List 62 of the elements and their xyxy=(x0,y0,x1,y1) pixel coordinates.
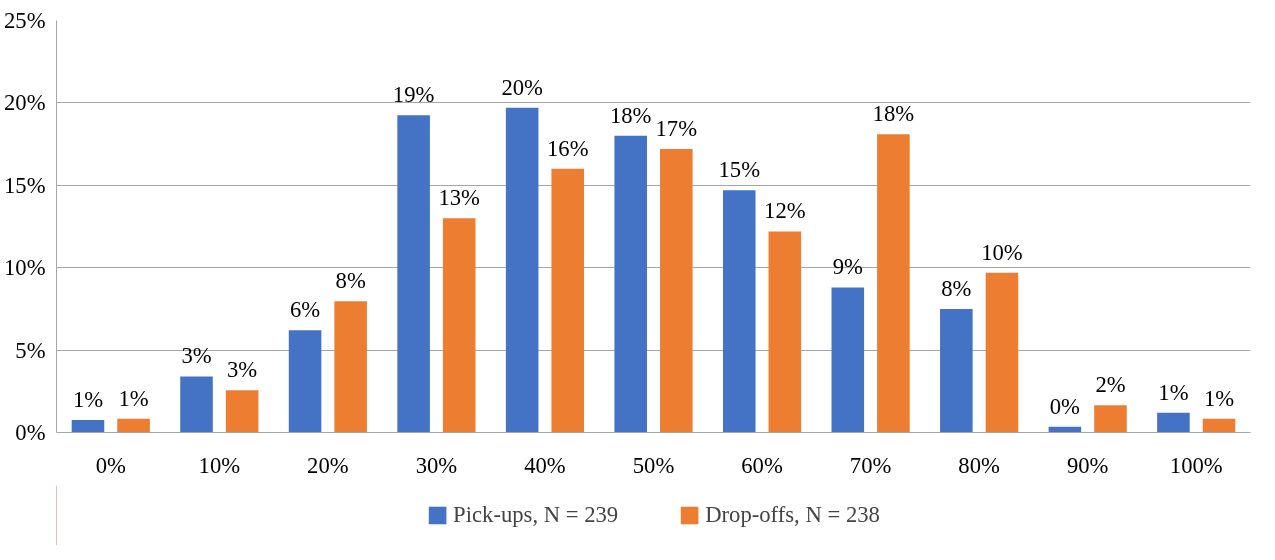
bar xyxy=(614,135,647,433)
bar xyxy=(551,168,585,433)
data-label: 6% xyxy=(289,297,321,323)
x-tick-label: 100% xyxy=(1169,452,1223,478)
bar xyxy=(505,107,539,433)
data-label: 1% xyxy=(72,386,104,412)
x-tick-label: 80% xyxy=(958,452,1001,478)
bar xyxy=(940,308,973,433)
data-label: 1% xyxy=(1203,385,1235,411)
x-tick-label: 30% xyxy=(415,452,458,478)
x-tick-label: 70% xyxy=(849,452,892,478)
data-label: 18% xyxy=(872,101,915,127)
data-label: 3% xyxy=(181,343,212,369)
data-label: 2% xyxy=(1095,372,1126,398)
bar xyxy=(117,418,150,433)
y-tick-label: 5% xyxy=(15,337,46,363)
x-tick-label: 60% xyxy=(741,452,783,478)
x-tick-label: 0% xyxy=(95,452,126,478)
bar xyxy=(660,149,693,433)
data-label: 8% xyxy=(941,275,972,301)
data-label: 8% xyxy=(335,268,366,294)
data-label: 18% xyxy=(609,102,652,128)
bar xyxy=(442,218,476,433)
data-label: 1% xyxy=(1158,379,1189,405)
data-label: 19% xyxy=(392,82,435,108)
data-label: 1% xyxy=(118,385,149,411)
data-label: 0% xyxy=(1049,393,1081,419)
bar xyxy=(1094,405,1127,433)
bar xyxy=(288,330,322,433)
legend-label: Pick-ups, N = 239 xyxy=(453,502,619,528)
data-label: 12% xyxy=(764,198,806,224)
data-label: 10% xyxy=(981,239,1023,265)
data-label: 20% xyxy=(501,74,544,100)
data-label: 3% xyxy=(227,357,258,383)
bar xyxy=(722,190,756,433)
bar xyxy=(1157,412,1190,433)
y-tick-label: 10% xyxy=(3,255,46,281)
x-tick-label: 40% xyxy=(524,452,566,478)
y-tick-label: 0% xyxy=(15,420,46,445)
data-label: 16% xyxy=(546,135,589,161)
legend-label: Drop-offs, N = 238 xyxy=(705,502,880,528)
x-tick-label: 90% xyxy=(1066,452,1109,478)
y-tick-label: 15% xyxy=(3,172,46,198)
bar xyxy=(225,390,259,433)
data-label: 15% xyxy=(718,157,761,183)
bar xyxy=(334,301,367,433)
data-label: 9% xyxy=(832,254,864,280)
y-tick-label: 25% xyxy=(3,8,46,33)
bar xyxy=(985,272,1019,433)
data-label: 13% xyxy=(438,185,481,211)
y-tick-label: 20% xyxy=(3,90,46,116)
bar xyxy=(71,419,105,433)
data-label: 17% xyxy=(655,116,698,142)
bar xyxy=(1202,418,1236,433)
x-tick-label: 20% xyxy=(307,452,349,478)
bar xyxy=(768,231,802,433)
bar xyxy=(877,134,910,433)
x-tick-label: 50% xyxy=(632,452,675,478)
bar xyxy=(831,287,865,433)
x-tick-label: 10% xyxy=(198,452,241,478)
bar xyxy=(397,115,430,433)
bar xyxy=(180,376,213,433)
